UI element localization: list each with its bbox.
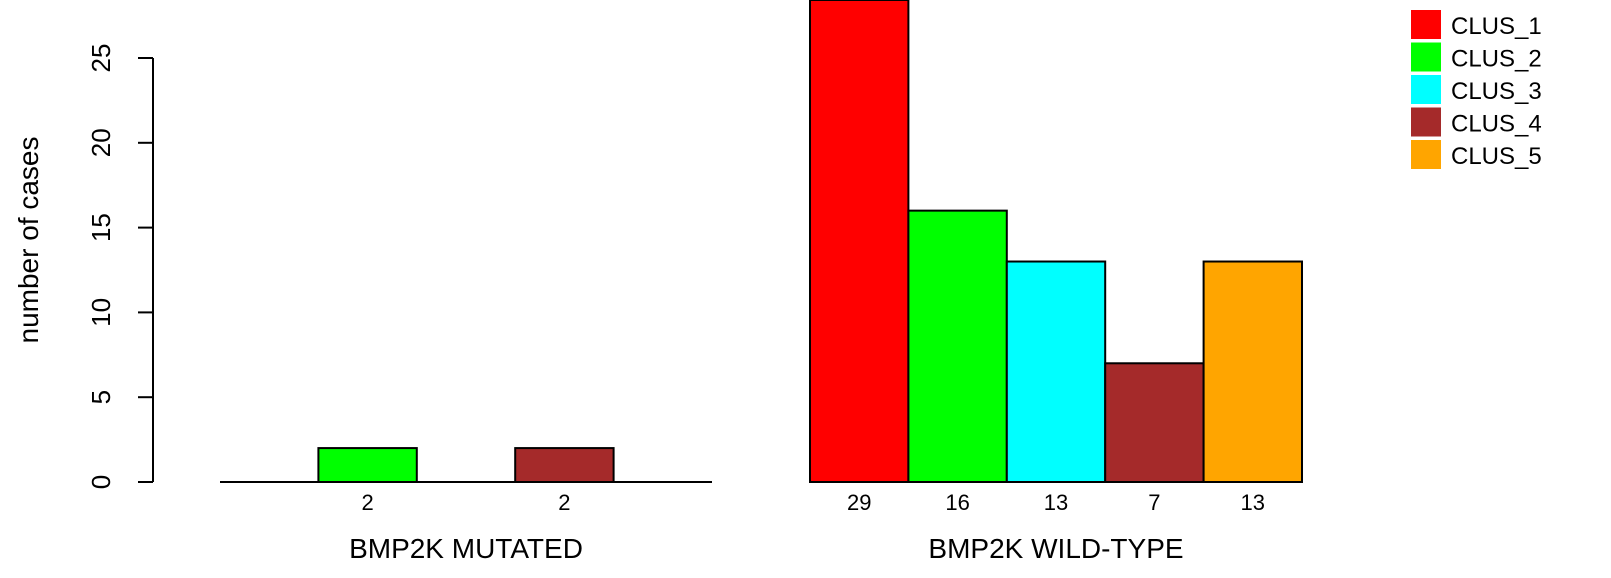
bar-groups: 2 2 BMP2K MUTATED 29 16 13 7 13 BMP2K WILD-TYPE bbox=[220, 0, 1303, 564]
bar bbox=[809, 0, 910, 483]
group-label: BMP2K WILD-TYPE bbox=[928, 533, 1183, 564]
y-axis-label: number of cases bbox=[13, 137, 44, 344]
legend-label: CLUS_3 bbox=[1451, 78, 1542, 105]
y-tick-label: 20 bbox=[86, 128, 116, 157]
legend-label: CLUS_2 bbox=[1451, 46, 1542, 73]
y-axis: 0 5 10 15 20 25 bbox=[86, 44, 154, 489]
legend-swatch bbox=[1411, 140, 1441, 169]
legend-item: CLUS_1 bbox=[1411, 10, 1542, 40]
legend-item: CLUS_3 bbox=[1411, 75, 1542, 105]
legend-label: CLUS_5 bbox=[1451, 143, 1542, 170]
bar-count-label: 2 bbox=[361, 490, 373, 515]
bar bbox=[1202, 260, 1303, 483]
bar bbox=[907, 209, 1008, 483]
legend-swatch bbox=[1411, 75, 1441, 104]
legend-label: CLUS_1 bbox=[1451, 13, 1542, 40]
bar-group: 29 16 13 7 13 BMP2K WILD-TYPE bbox=[809, 0, 1303, 564]
bar bbox=[317, 447, 418, 483]
bar-group: 2 2 BMP2K MUTATED bbox=[220, 447, 712, 564]
bar-count-label: 2 bbox=[558, 490, 570, 515]
legend-swatch bbox=[1411, 42, 1441, 72]
legend-swatch bbox=[1411, 10, 1441, 39]
legend-swatch bbox=[1411, 107, 1441, 137]
bar-count-label: 7 bbox=[1148, 490, 1160, 515]
bar-count-label: 13 bbox=[1044, 490, 1068, 515]
legend-label: CLUS_4 bbox=[1451, 111, 1542, 138]
bar-count-label: 29 bbox=[847, 490, 871, 515]
y-tick-label: 10 bbox=[86, 298, 116, 327]
group-label: BMP2K MUTATED bbox=[349, 533, 583, 564]
y-tick-label: 5 bbox=[86, 390, 116, 404]
y-tick-label: 0 bbox=[86, 475, 116, 489]
bar bbox=[514, 447, 615, 483]
bar-count-label: 13 bbox=[1241, 490, 1265, 515]
y-tick-label: 25 bbox=[86, 44, 116, 73]
legend-item: CLUS_5 bbox=[1411, 140, 1542, 170]
bar bbox=[1005, 260, 1107, 483]
legend-item: CLUS_4 bbox=[1411, 107, 1542, 138]
legend-item: CLUS_2 bbox=[1411, 42, 1542, 73]
bar bbox=[1104, 362, 1205, 483]
y-tick-label: 15 bbox=[86, 213, 116, 242]
bar-count-label: 16 bbox=[945, 490, 969, 515]
legend: CLUS_1 CLUS_2 CLUS_3 CLUS_4 CLUS_5 bbox=[1411, 10, 1542, 170]
